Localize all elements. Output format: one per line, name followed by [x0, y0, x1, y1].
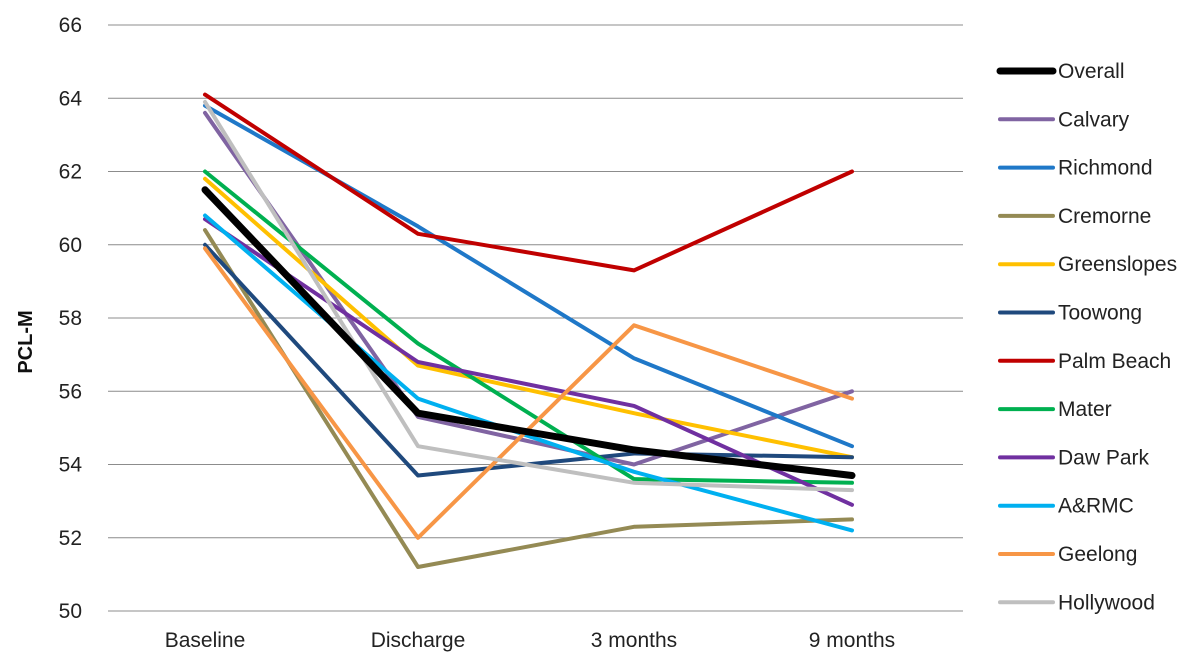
- series-lines: [201, 92, 856, 569]
- series-line-palm-beach: [203, 92, 854, 273]
- x-tick-label: Discharge: [371, 629, 466, 652]
- y-tick-label: 54: [59, 454, 83, 477]
- y-tick-label: 62: [59, 161, 82, 184]
- series-line-cremorne: [203, 228, 854, 569]
- y-axis-ticks: 50 52 54 56 58 60 62 64 66: [59, 14, 83, 623]
- gridlines: [108, 24, 963, 612]
- series-line-calvary: [203, 110, 854, 467]
- y-axis-title: PCL-M: [15, 310, 37, 373]
- legend-label-richmond: Richmond: [1058, 157, 1153, 180]
- y-tick-label: 50: [59, 600, 82, 623]
- legend-label-hollywood: Hollywood: [1058, 591, 1155, 614]
- legend-label-overall: Overall: [1058, 60, 1125, 83]
- y-tick-label: 64: [59, 87, 83, 110]
- x-axis-ticks: Baseline Discharge 3 months 9 months: [165, 629, 895, 652]
- legend-label-greenslopes: Greenslopes: [1058, 253, 1177, 276]
- legend-label-daw-park: Daw Park: [1058, 446, 1150, 469]
- legend-label-toowong: Toowong: [1058, 302, 1142, 325]
- legend-label-geelong: Geelong: [1058, 543, 1137, 566]
- x-tick-label: Baseline: [165, 629, 246, 652]
- series-line-overall: [201, 186, 856, 479]
- x-tick-label: 9 months: [809, 629, 895, 652]
- legend-label-calvary: Calvary: [1058, 108, 1130, 131]
- y-tick-label: 56: [59, 380, 82, 403]
- series-line-daw-park: [203, 217, 854, 507]
- series-line-hollywood: [203, 99, 854, 493]
- x-tick-label: 3 months: [591, 629, 677, 652]
- legend-label-palm-beach: Palm Beach: [1058, 350, 1171, 373]
- y-tick-label: 58: [59, 307, 82, 330]
- series-line-mater: [203, 169, 854, 485]
- legend: Overall Calvary Richmond Cremorne Greenslope…: [996, 60, 1177, 614]
- legend-label-cremorne: Cremorne: [1058, 205, 1151, 228]
- series-line-a-rmc: [203, 213, 854, 533]
- y-tick-label: 60: [59, 234, 82, 257]
- y-tick-label: 66: [59, 14, 82, 37]
- legend-label-mater: Mater: [1058, 398, 1112, 421]
- y-tick-label: 52: [59, 527, 82, 550]
- legend-label-a-rmc: A&RMC: [1058, 495, 1134, 518]
